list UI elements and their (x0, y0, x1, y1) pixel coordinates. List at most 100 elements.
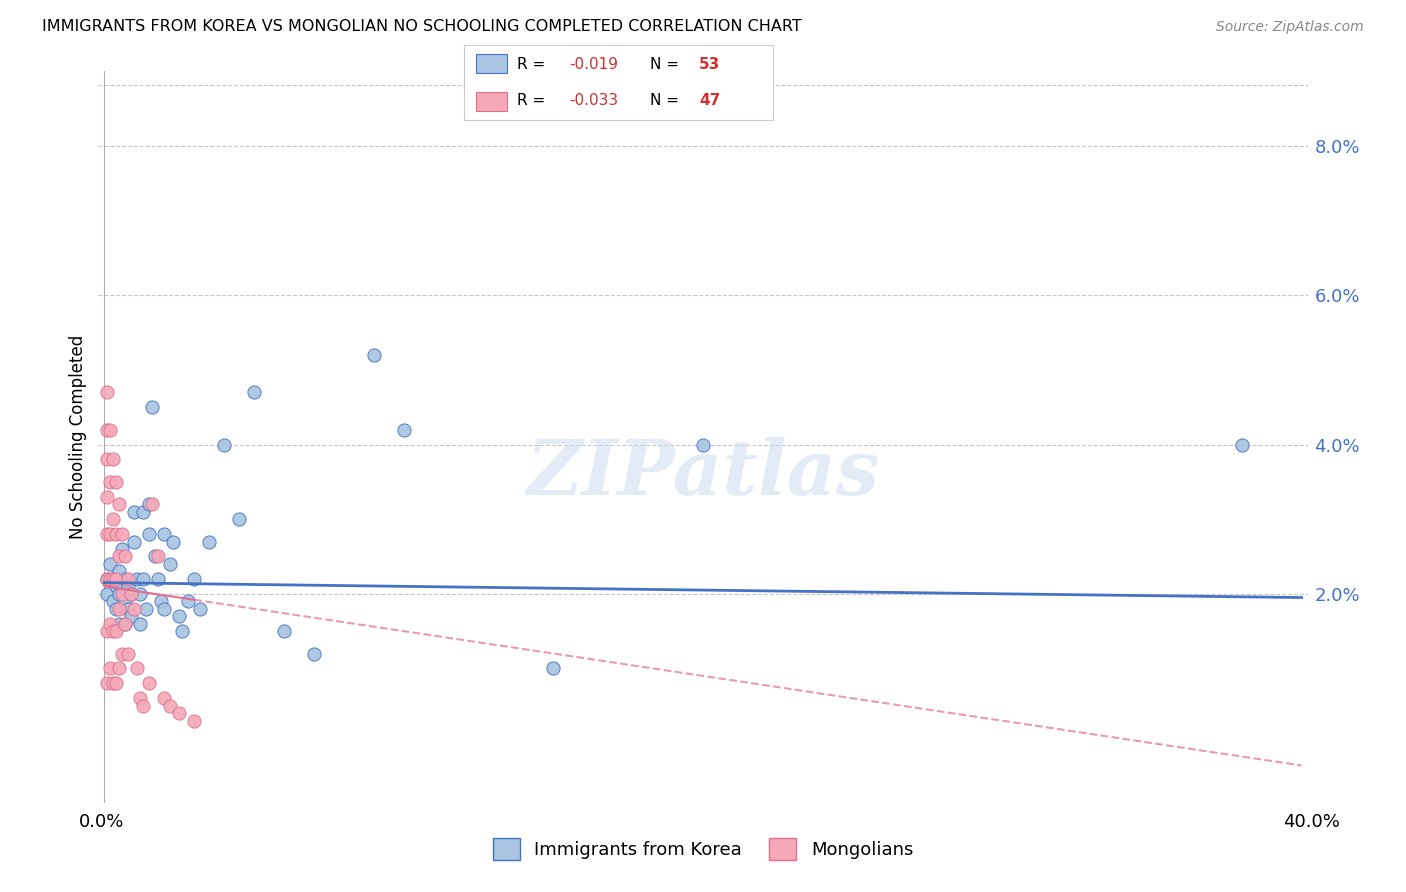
Point (96, 624, 118, 639)
Text: IMMIGRANTS FROM KOREA VS MONGOLIAN NO SCHOOLING COMPLETED CORRELATION CHART: IMMIGRANTS FROM KOREA VS MONGOLIAN NO SC… (42, 20, 801, 34)
Point (100, 661, 122, 675)
Point (111, 587, 134, 601)
Point (124, 601, 146, 615)
Point (96, 572, 118, 586)
Point (692, 437, 714, 451)
Text: -0.033: -0.033 (569, 93, 619, 108)
Point (1230, 437, 1253, 451)
Point (103, 572, 125, 586)
Point (132, 572, 155, 586)
Point (100, 475, 122, 489)
Point (108, 549, 131, 564)
Point (105, 527, 128, 541)
Point (105, 579, 128, 593)
Point (103, 676, 125, 690)
Point (198, 534, 221, 549)
FancyBboxPatch shape (477, 54, 508, 73)
Text: 0.0%: 0.0% (79, 813, 124, 830)
Point (111, 542, 134, 557)
Point (124, 534, 146, 549)
Point (392, 423, 415, 437)
Point (117, 579, 139, 593)
Point (114, 616, 136, 631)
Point (100, 616, 122, 631)
Point (153, 527, 176, 541)
Point (153, 691, 176, 706)
Point (108, 565, 131, 579)
Point (120, 587, 142, 601)
Point (100, 572, 122, 586)
Point (108, 497, 131, 511)
Point (114, 549, 136, 564)
Point (138, 497, 160, 511)
Point (363, 348, 385, 362)
Text: 53: 53 (699, 57, 720, 72)
Point (141, 497, 163, 511)
Point (138, 676, 160, 690)
Point (132, 505, 155, 519)
Point (96, 385, 118, 400)
Point (100, 557, 122, 571)
Point (111, 647, 134, 661)
Point (129, 616, 152, 631)
Point (302, 647, 325, 661)
Text: N =: N = (650, 93, 683, 108)
Point (111, 527, 134, 541)
Text: N =: N = (650, 57, 683, 72)
Point (153, 601, 176, 615)
Point (105, 601, 128, 615)
Text: R =: R = (516, 57, 550, 72)
Point (138, 527, 160, 541)
Point (212, 437, 235, 451)
Point (273, 624, 295, 639)
Point (172, 624, 194, 639)
Point (96, 490, 118, 504)
Point (108, 601, 131, 615)
Point (243, 385, 266, 400)
Point (177, 594, 200, 608)
Point (117, 601, 139, 615)
Point (100, 527, 122, 541)
Point (127, 661, 149, 675)
Point (228, 512, 250, 526)
Point (120, 587, 142, 601)
Text: R =: R = (516, 93, 550, 108)
Point (188, 601, 211, 615)
Text: ZIPatlas: ZIPatlas (526, 437, 880, 510)
Point (108, 616, 131, 631)
Y-axis label: No Schooling Completed: No Schooling Completed (69, 335, 87, 539)
Point (114, 616, 136, 631)
Point (543, 661, 565, 675)
Point (120, 609, 142, 624)
Point (124, 505, 146, 519)
Point (100, 423, 122, 437)
Point (167, 609, 190, 624)
Point (159, 557, 181, 571)
Point (129, 691, 152, 706)
Point (148, 572, 170, 586)
Point (96, 527, 118, 541)
Text: Source: ZipAtlas.com: Source: ZipAtlas.com (1216, 21, 1364, 34)
Point (111, 579, 134, 593)
Point (96, 452, 118, 467)
Point (103, 572, 125, 586)
Point (183, 714, 205, 728)
Point (105, 572, 128, 586)
Point (141, 401, 163, 415)
Point (129, 587, 152, 601)
Text: 47: 47 (699, 93, 720, 108)
Point (143, 549, 166, 564)
Point (135, 601, 157, 615)
Point (105, 475, 128, 489)
Legend: Immigrants from Korea, Mongolians: Immigrants from Korea, Mongolians (485, 830, 921, 867)
Point (108, 587, 131, 601)
Point (167, 706, 190, 721)
Point (96, 587, 118, 601)
Point (183, 572, 205, 586)
Point (96, 572, 118, 586)
FancyBboxPatch shape (477, 92, 508, 112)
Point (114, 594, 136, 608)
Point (105, 624, 128, 639)
Point (150, 594, 173, 608)
Point (103, 452, 125, 467)
